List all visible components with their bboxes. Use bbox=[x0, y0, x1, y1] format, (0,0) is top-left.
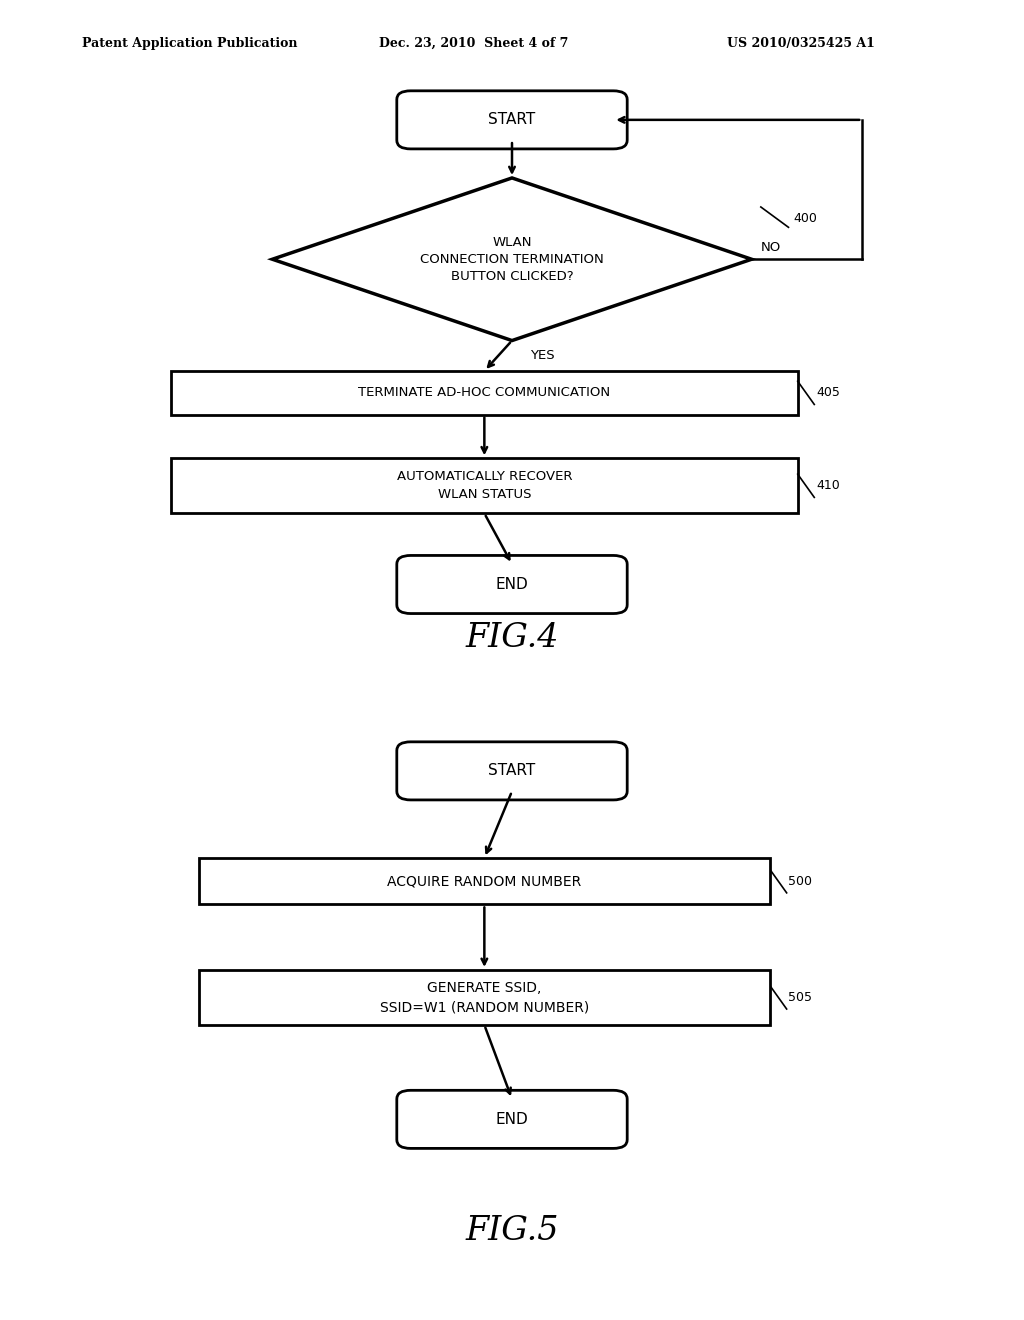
Text: 500: 500 bbox=[788, 875, 812, 888]
Text: 410: 410 bbox=[816, 479, 840, 492]
Text: 405: 405 bbox=[816, 387, 840, 400]
Text: AUTOMATICALLY RECOVER
WLAN STATUS: AUTOMATICALLY RECOVER WLAN STATUS bbox=[396, 470, 572, 502]
Text: END: END bbox=[496, 1111, 528, 1127]
Bar bbox=[199, 858, 770, 904]
Text: Patent Application Publication: Patent Application Publication bbox=[82, 37, 297, 50]
Text: ACQUIRE RANDOM NUMBER: ACQUIRE RANDOM NUMBER bbox=[387, 874, 582, 888]
Text: GENERATE SSID,
SSID=W1 (RANDOM NUMBER): GENERATE SSID, SSID=W1 (RANDOM NUMBER) bbox=[380, 981, 589, 1014]
Text: 400: 400 bbox=[794, 213, 817, 226]
FancyBboxPatch shape bbox=[397, 742, 627, 800]
Text: WLAN
CONNECTION TERMINATION
BUTTON CLICKED?: WLAN CONNECTION TERMINATION BUTTON CLICK… bbox=[420, 236, 604, 282]
FancyBboxPatch shape bbox=[397, 1090, 627, 1148]
Text: FIG.4: FIG.4 bbox=[465, 622, 559, 655]
Text: START: START bbox=[488, 763, 536, 779]
FancyBboxPatch shape bbox=[397, 556, 627, 614]
Text: START: START bbox=[488, 112, 536, 127]
Text: TERMINATE AD-HOC COMMUNICATION: TERMINATE AD-HOC COMMUNICATION bbox=[358, 387, 610, 400]
Text: NO: NO bbox=[761, 242, 781, 255]
Text: 505: 505 bbox=[788, 991, 812, 1005]
Text: FIG.5: FIG.5 bbox=[465, 1216, 559, 1247]
FancyBboxPatch shape bbox=[397, 91, 627, 149]
Bar bbox=[171, 458, 798, 513]
Text: YES: YES bbox=[530, 350, 555, 362]
Bar bbox=[199, 970, 770, 1024]
Polygon shape bbox=[272, 178, 752, 341]
Bar bbox=[171, 371, 798, 414]
Text: END: END bbox=[496, 577, 528, 591]
Text: Dec. 23, 2010  Sheet 4 of 7: Dec. 23, 2010 Sheet 4 of 7 bbox=[379, 37, 568, 50]
Text: US 2010/0325425 A1: US 2010/0325425 A1 bbox=[727, 37, 874, 50]
